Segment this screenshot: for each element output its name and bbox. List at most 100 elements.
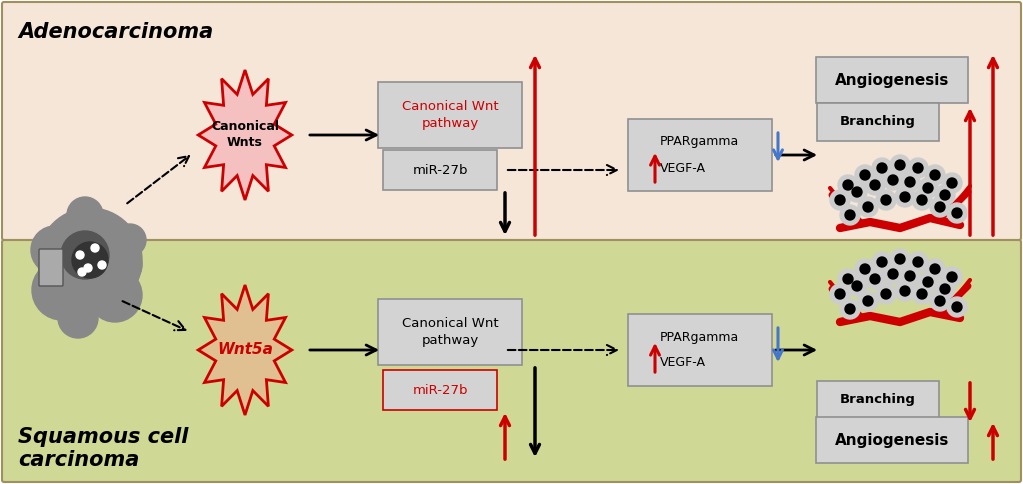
FancyBboxPatch shape — [628, 119, 772, 191]
Circle shape — [98, 261, 106, 269]
Circle shape — [91, 244, 99, 252]
FancyBboxPatch shape — [2, 240, 1021, 482]
Circle shape — [930, 264, 940, 274]
Text: PPARgamma: PPARgamma — [660, 136, 740, 149]
Circle shape — [82, 212, 122, 252]
Circle shape — [947, 203, 967, 223]
Circle shape — [918, 178, 938, 198]
Text: Angiogenesis: Angiogenesis — [835, 433, 949, 448]
FancyBboxPatch shape — [383, 370, 497, 410]
Circle shape — [917, 289, 927, 299]
Circle shape — [855, 165, 875, 185]
Circle shape — [908, 158, 928, 178]
Circle shape — [61, 231, 109, 279]
Circle shape — [838, 269, 858, 289]
Text: Canonical Wnt
pathway: Canonical Wnt pathway — [402, 100, 498, 130]
Circle shape — [78, 268, 86, 276]
Circle shape — [925, 165, 945, 185]
Circle shape — [935, 202, 945, 212]
FancyBboxPatch shape — [816, 57, 968, 103]
Circle shape — [877, 163, 887, 173]
Circle shape — [845, 304, 855, 314]
Text: PPARgamma: PPARgamma — [660, 331, 740, 344]
Circle shape — [935, 296, 945, 306]
Text: Canonical Wnt
pathway: Canonical Wnt pathway — [402, 317, 498, 347]
Circle shape — [942, 173, 962, 193]
Circle shape — [895, 254, 905, 264]
Circle shape — [952, 302, 962, 312]
FancyBboxPatch shape — [628, 314, 772, 386]
Circle shape — [870, 274, 880, 284]
Text: Branching: Branching — [840, 116, 916, 128]
Circle shape — [918, 272, 938, 292]
Circle shape — [847, 182, 868, 202]
Circle shape — [900, 286, 910, 296]
Circle shape — [952, 208, 962, 218]
Circle shape — [843, 274, 853, 284]
Polygon shape — [198, 70, 292, 200]
Circle shape — [895, 281, 915, 301]
Circle shape — [855, 259, 875, 279]
Circle shape — [76, 251, 84, 259]
Circle shape — [31, 226, 79, 274]
Circle shape — [905, 271, 915, 281]
Circle shape — [858, 291, 878, 311]
Circle shape — [852, 281, 862, 291]
Text: Adenocarcinoma: Adenocarcinoma — [18, 22, 213, 42]
Circle shape — [911, 284, 932, 304]
Circle shape — [883, 170, 903, 190]
Circle shape — [870, 180, 880, 190]
Circle shape — [925, 259, 945, 279]
Circle shape — [863, 296, 873, 306]
Text: miR-27b: miR-27b — [412, 383, 468, 396]
Text: Squamous cell
carcinoma: Squamous cell carcinoma — [18, 427, 188, 470]
Circle shape — [38, 208, 142, 312]
Circle shape — [930, 170, 940, 180]
Circle shape — [900, 192, 910, 202]
Circle shape — [895, 187, 915, 207]
Circle shape — [947, 178, 957, 188]
Circle shape — [908, 252, 928, 272]
Circle shape — [917, 195, 927, 205]
Text: VEGF-A: VEGF-A — [660, 357, 706, 369]
Circle shape — [830, 190, 850, 210]
Circle shape — [847, 276, 868, 296]
Circle shape — [876, 190, 896, 210]
Circle shape — [852, 187, 862, 197]
Circle shape — [895, 160, 905, 170]
Circle shape — [860, 264, 870, 274]
Circle shape — [947, 297, 967, 317]
Circle shape — [890, 155, 910, 175]
Circle shape — [935, 185, 955, 205]
Text: Wnt5a: Wnt5a — [217, 343, 273, 358]
Text: Angiogenesis: Angiogenesis — [835, 73, 949, 88]
Circle shape — [84, 264, 92, 272]
Circle shape — [888, 175, 898, 185]
FancyBboxPatch shape — [817, 103, 939, 141]
FancyBboxPatch shape — [817, 381, 939, 419]
Circle shape — [942, 267, 962, 287]
Circle shape — [877, 257, 887, 267]
Circle shape — [72, 242, 108, 278]
FancyBboxPatch shape — [39, 249, 63, 286]
Circle shape — [881, 195, 891, 205]
Circle shape — [905, 177, 915, 187]
Circle shape — [940, 190, 950, 200]
Circle shape — [890, 249, 910, 269]
FancyBboxPatch shape — [379, 299, 522, 365]
Circle shape — [947, 272, 957, 282]
Text: Canonical
Wnts: Canonical Wnts — [211, 121, 279, 150]
Circle shape — [858, 197, 878, 217]
FancyBboxPatch shape — [2, 2, 1021, 240]
Circle shape — [913, 163, 923, 173]
Circle shape — [876, 284, 896, 304]
Text: Branching: Branching — [840, 393, 916, 407]
Circle shape — [114, 224, 146, 256]
Circle shape — [930, 291, 950, 311]
Circle shape — [102, 245, 142, 285]
Circle shape — [900, 172, 920, 192]
Polygon shape — [198, 285, 292, 415]
Circle shape — [32, 260, 92, 320]
Circle shape — [923, 277, 933, 287]
Circle shape — [838, 175, 858, 195]
